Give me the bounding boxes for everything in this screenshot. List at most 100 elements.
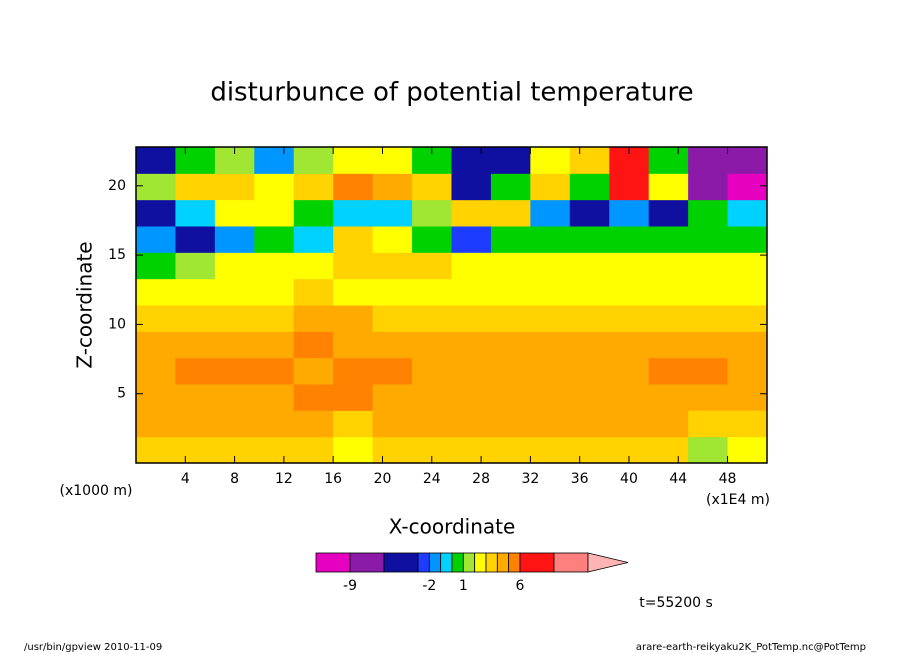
field-cell [333,436,374,464]
footer-left: /usr/bin/gpview 2010-11-09 [24,642,162,653]
field-cell [175,305,216,332]
field-cell [136,226,176,253]
field-cell [333,199,374,227]
field-cell [175,252,216,280]
colorbar-segment [485,552,498,573]
field-cell [569,410,610,438]
field-cell [333,173,374,201]
field-cell [412,199,452,227]
field-cell [214,410,255,438]
field-cell [727,147,768,174]
field-cell [609,252,650,280]
field-cell [254,410,295,438]
field-cell [412,384,452,411]
field-cell [333,147,374,174]
field-cell [490,173,531,201]
field-cell [214,252,255,280]
field-cell [254,252,295,280]
field-cell [530,199,571,227]
field-cell [412,410,452,438]
field-cell [727,199,768,227]
y-tick-label: 10 [108,316,126,332]
field-cell [569,226,610,253]
field-cell [451,331,492,359]
field-cell [254,278,295,306]
field-cell [372,147,413,174]
field-cell [688,331,729,359]
field-cell [530,305,571,332]
field-cell [490,226,531,253]
field-cell [451,199,492,227]
field-cell [254,199,295,227]
field-cell [530,331,571,359]
field-cell [175,173,216,201]
x-tick-label: 16 [324,471,342,487]
field-cell [136,278,176,306]
field-cell [727,252,768,280]
field-cell [175,278,216,306]
field-cell [688,305,729,332]
field-cell [136,173,176,201]
field-cell [648,410,689,438]
time-label: t=55200 s [639,595,713,611]
y-unit: (x1000 m) [60,483,133,499]
field-cell [569,173,610,201]
field-cell [412,226,452,253]
field-cell [609,410,650,438]
field-cell [451,436,492,464]
field-cell [688,357,729,385]
colorbar-over [587,552,629,573]
field-cell [175,331,216,359]
colorbar-tick-label: 6 [516,578,525,594]
field-cell [727,357,768,385]
field-cell [609,199,650,227]
field-cell [293,436,334,464]
field-cell [688,226,729,253]
field-cell [254,305,295,332]
field-cell [569,147,610,174]
field-cell [293,199,334,227]
field-cell [293,410,334,438]
field-cell [530,436,571,464]
field-cell [372,410,413,438]
field-cell [412,305,452,332]
field-cell [451,410,492,438]
y-tick-label: 15 [108,247,126,263]
field-cell [372,199,413,227]
colorbar-tick-label: -9 [343,578,357,594]
field-cell [609,331,650,359]
field-cell [254,147,295,174]
field-cell [569,436,610,464]
field-cell [254,173,295,201]
field-cell [609,226,650,253]
field-cell [569,357,610,385]
field-cell [372,173,413,201]
field-cell [333,410,374,438]
field-cell [214,357,255,385]
field-cell [412,173,452,201]
field-cell [451,252,492,280]
field-cell [490,357,531,385]
field-cell [175,384,216,411]
x-tick-label: 44 [669,471,687,487]
field-cell [293,252,334,280]
field-cell [490,384,531,411]
field-cell [412,252,452,280]
field-cell [569,331,610,359]
field-cell [648,278,689,306]
field-cell [293,305,334,332]
field-cell [648,199,689,227]
colorbar-segment [417,552,430,573]
field-cell [688,278,729,306]
field-cell [688,410,729,438]
field-cell [293,331,334,359]
field-cell [451,278,492,306]
field-cell [333,278,374,306]
field-cell [372,357,413,385]
x-tick-label: 8 [230,471,239,487]
field-cell [412,357,452,385]
field-cell [530,147,571,174]
field-cell [136,384,176,411]
field-cell [451,357,492,385]
